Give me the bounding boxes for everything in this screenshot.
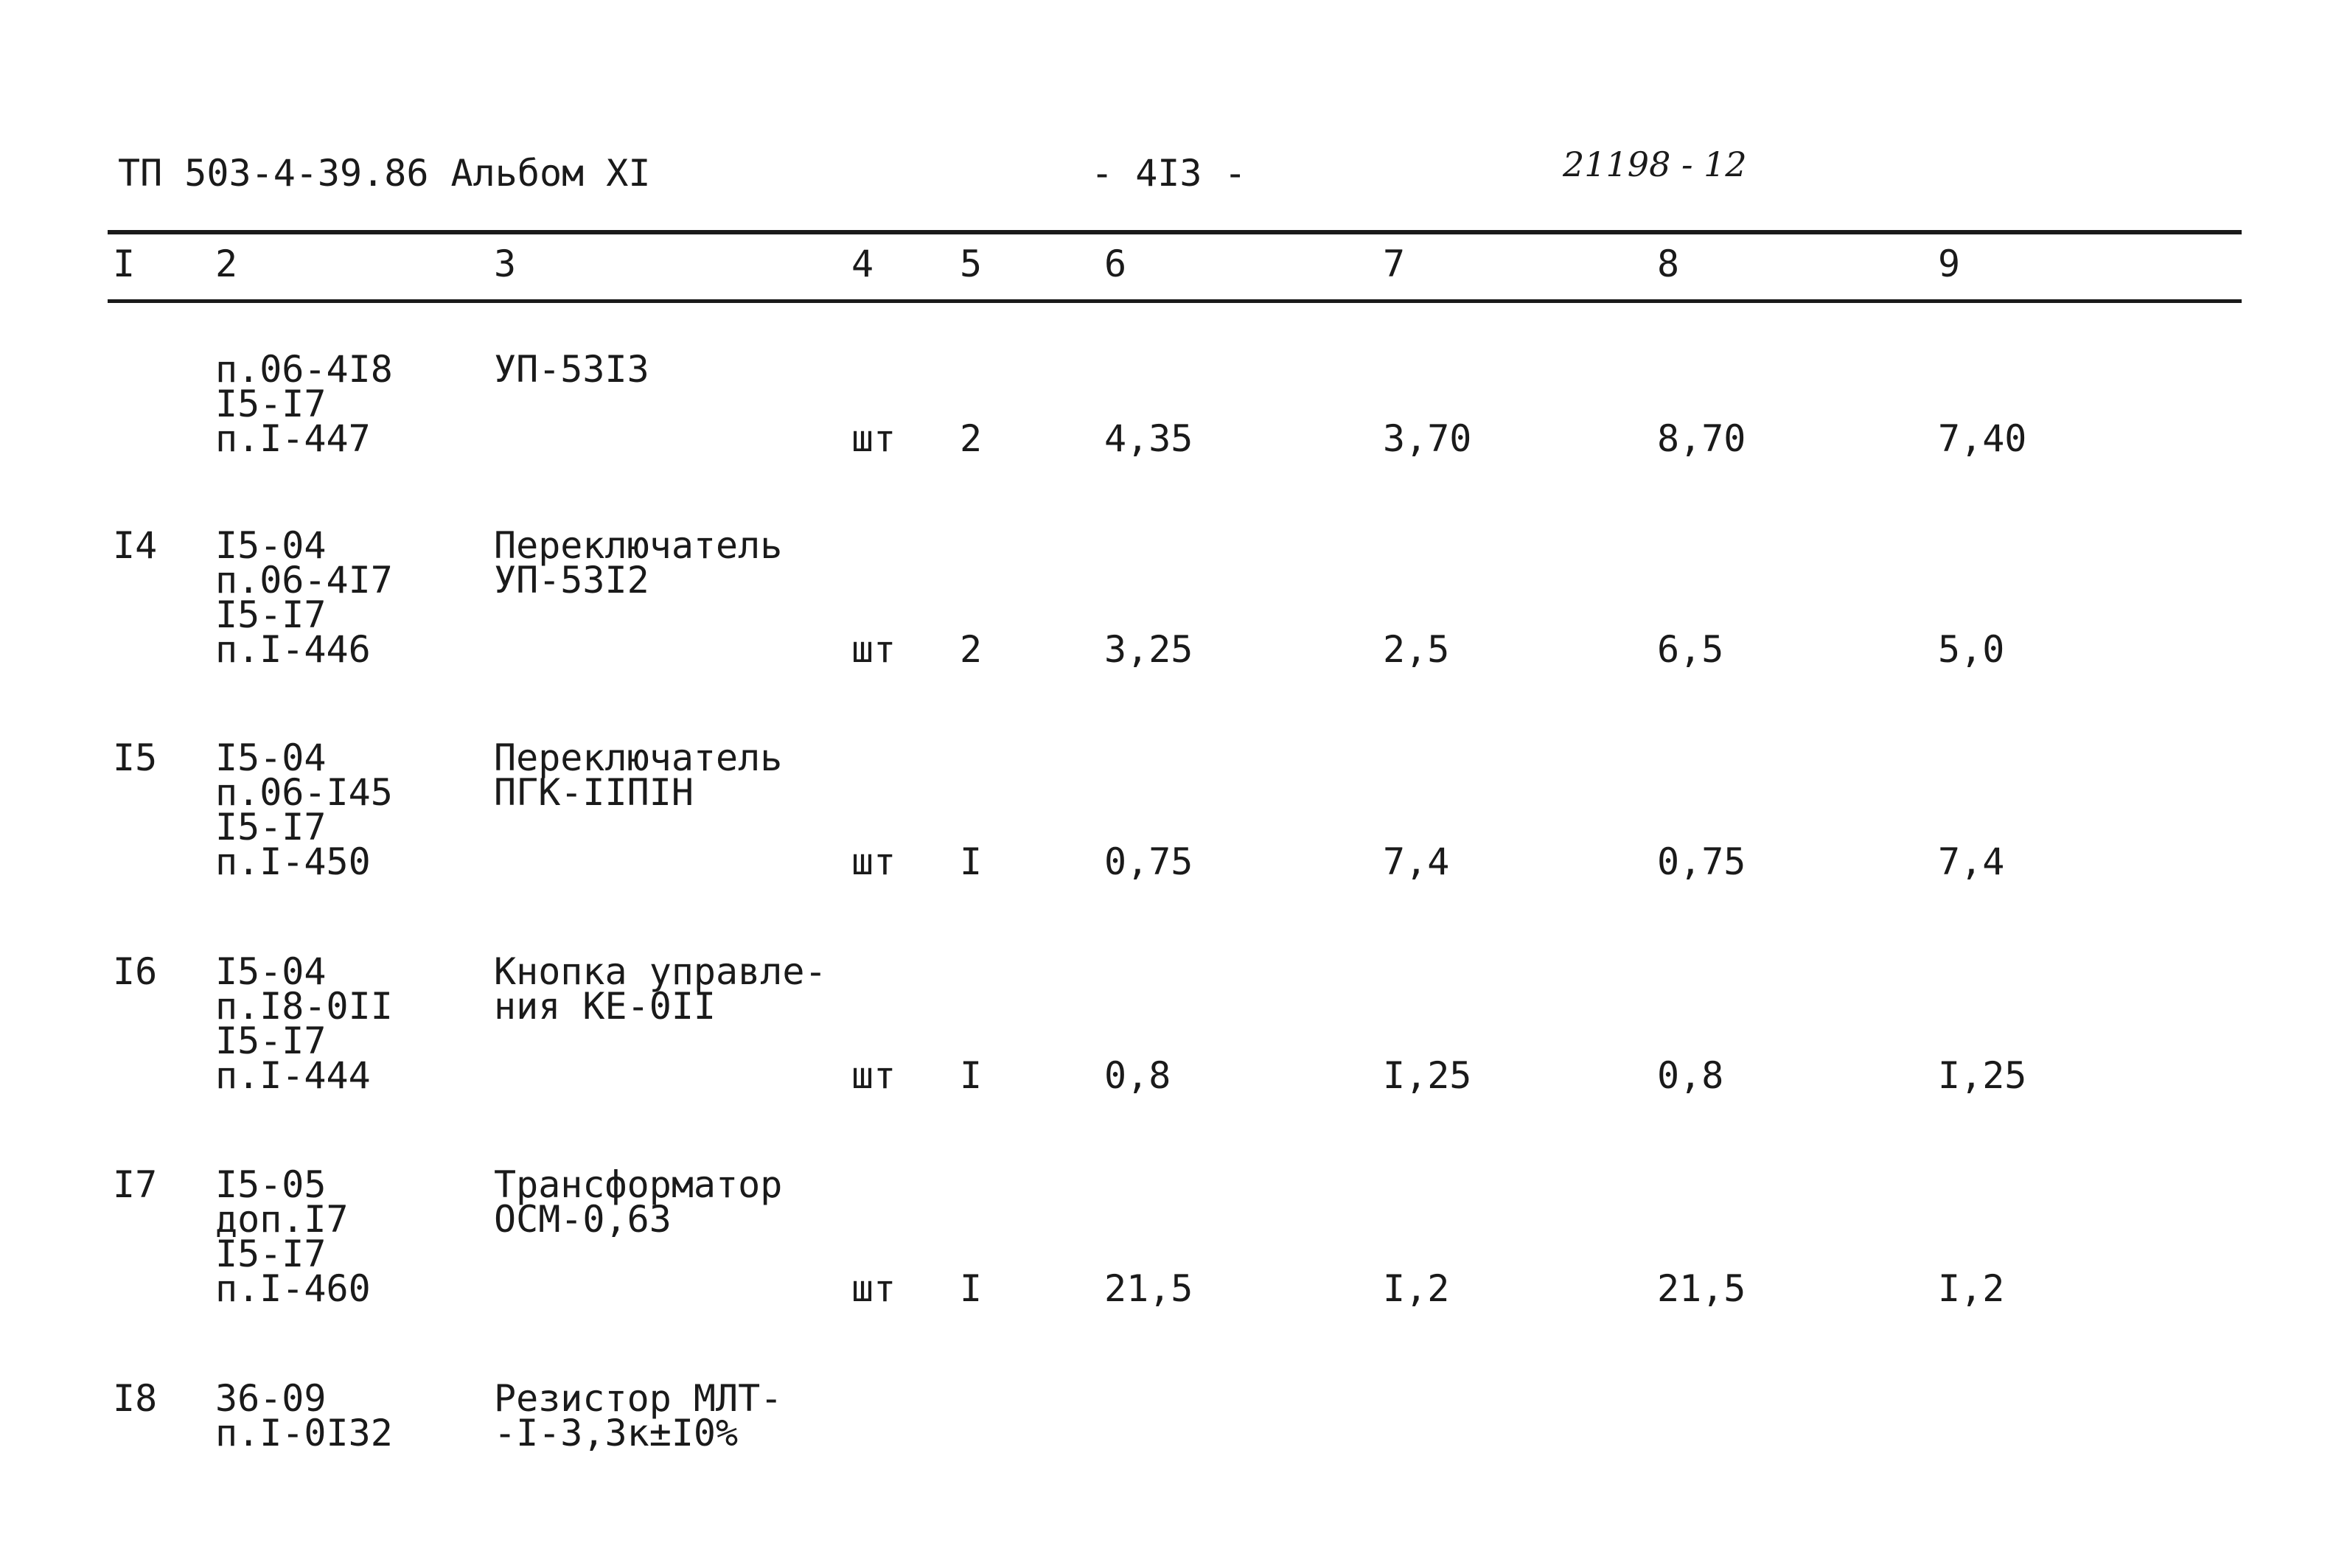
cell-c9: I,25: [1938, 1054, 2027, 1097]
name-line: Переключатель: [494, 524, 783, 567]
cell-c9: 5,0: [1938, 628, 2005, 671]
cell-qty: 2: [960, 417, 983, 460]
page-number: - 4I3 -: [1091, 152, 1247, 195]
cell-c6: 0,8: [1104, 1054, 1171, 1097]
row-number: I4: [113, 524, 158, 567]
cell-c9: 7,40: [1938, 417, 2027, 460]
code-line: п.I-0I32: [215, 1412, 393, 1454]
cell-unit: шт: [851, 1054, 896, 1097]
code-line: I5-I7: [215, 1020, 327, 1062]
cell-c9: 7,4: [1938, 840, 2005, 883]
column-number: 7: [1383, 243, 1406, 285]
name-line: УП-53I3: [494, 348, 649, 391]
cell-c6: 4,35: [1104, 417, 1193, 460]
column-number: 5: [960, 243, 983, 285]
cell-c8: 0,75: [1657, 840, 1746, 883]
code-line: доп.I7: [215, 1198, 349, 1241]
code-line: п.I-444: [215, 1054, 371, 1097]
column-number: 6: [1104, 243, 1127, 285]
name-line: Кнопка управле-: [494, 950, 827, 993]
code-line: I5-I7: [215, 593, 327, 636]
column-number: 8: [1657, 243, 1680, 285]
rule: [108, 299, 2242, 303]
cell-c6: 3,25: [1104, 628, 1193, 671]
column-number: 4: [851, 243, 874, 285]
cell-qty: I: [960, 840, 983, 883]
cell-c7: 2,5: [1383, 628, 1450, 671]
cell-qty: I: [960, 1054, 983, 1097]
code-line: п.06-4I8: [215, 348, 393, 391]
code-line: I5-04: [215, 950, 327, 993]
code-line: I5-I7: [215, 383, 327, 425]
cell-c8: 0,8: [1657, 1054, 1724, 1097]
code-line: I5-04: [215, 736, 327, 779]
cell-c8: 6,5: [1657, 628, 1724, 671]
code-line: п.06-4I7: [215, 559, 393, 602]
column-number: 9: [1938, 243, 1961, 285]
row-number: I7: [113, 1163, 158, 1206]
cell-c7: I,2: [1383, 1267, 1450, 1310]
code-line: I5-04: [215, 524, 327, 567]
rule: [108, 230, 2242, 234]
cell-qty: 2: [960, 628, 983, 671]
cell-unit: шт: [851, 840, 896, 883]
code-line: I5-I7: [215, 1233, 327, 1275]
cell-unit: шт: [851, 1267, 896, 1310]
column-number: 2: [215, 243, 238, 285]
code-line: п.I-450: [215, 840, 371, 883]
code-line: I5-I7: [215, 806, 327, 849]
cell-unit: шт: [851, 417, 896, 460]
column-number: I: [113, 243, 136, 285]
cell-c7: 3,70: [1383, 417, 1472, 460]
name-line: Трансформатор: [494, 1163, 783, 1206]
name-line: УП-53I2: [494, 559, 649, 602]
name-line: Переключатель: [494, 736, 783, 779]
code-line: п.I-460: [215, 1267, 371, 1310]
cell-qty: I: [960, 1267, 983, 1310]
name-line: ПГК-IIПIН: [494, 771, 694, 814]
code-line: 36-09: [215, 1377, 327, 1420]
cell-c7: 7,4: [1383, 840, 1450, 883]
row-number: I5: [113, 736, 158, 779]
cell-unit: шт: [851, 628, 896, 671]
cell-c8: 8,70: [1657, 417, 1746, 460]
row-number: I8: [113, 1377, 158, 1420]
doc-code: ТП 503-4-39.86 Альбом XI: [118, 152, 651, 195]
cell-c6: 0,75: [1104, 840, 1193, 883]
name-line: ОСМ-0,63: [494, 1198, 672, 1241]
cell-c8: 21,5: [1657, 1267, 1746, 1310]
code-line: I5-05: [215, 1163, 327, 1206]
code-line: п.I-446: [215, 628, 371, 671]
code-line: п.06-I45: [215, 771, 393, 814]
code-line: п.I-447: [215, 417, 371, 460]
cell-c9: I,2: [1938, 1267, 2005, 1310]
name-line: Резистор МЛТ-: [494, 1377, 783, 1420]
column-number: 3: [494, 243, 517, 285]
name-line: -I-3,3к±I0%: [494, 1412, 739, 1454]
cell-c6: 21,5: [1104, 1267, 1193, 1310]
code-line: п.I8-0II: [215, 985, 393, 1028]
name-line: ния КЕ-0II: [494, 985, 716, 1028]
cell-c7: I,25: [1383, 1054, 1472, 1097]
row-number: I6: [113, 950, 158, 993]
sheet-number: 21198 - 12: [1563, 144, 1747, 184]
